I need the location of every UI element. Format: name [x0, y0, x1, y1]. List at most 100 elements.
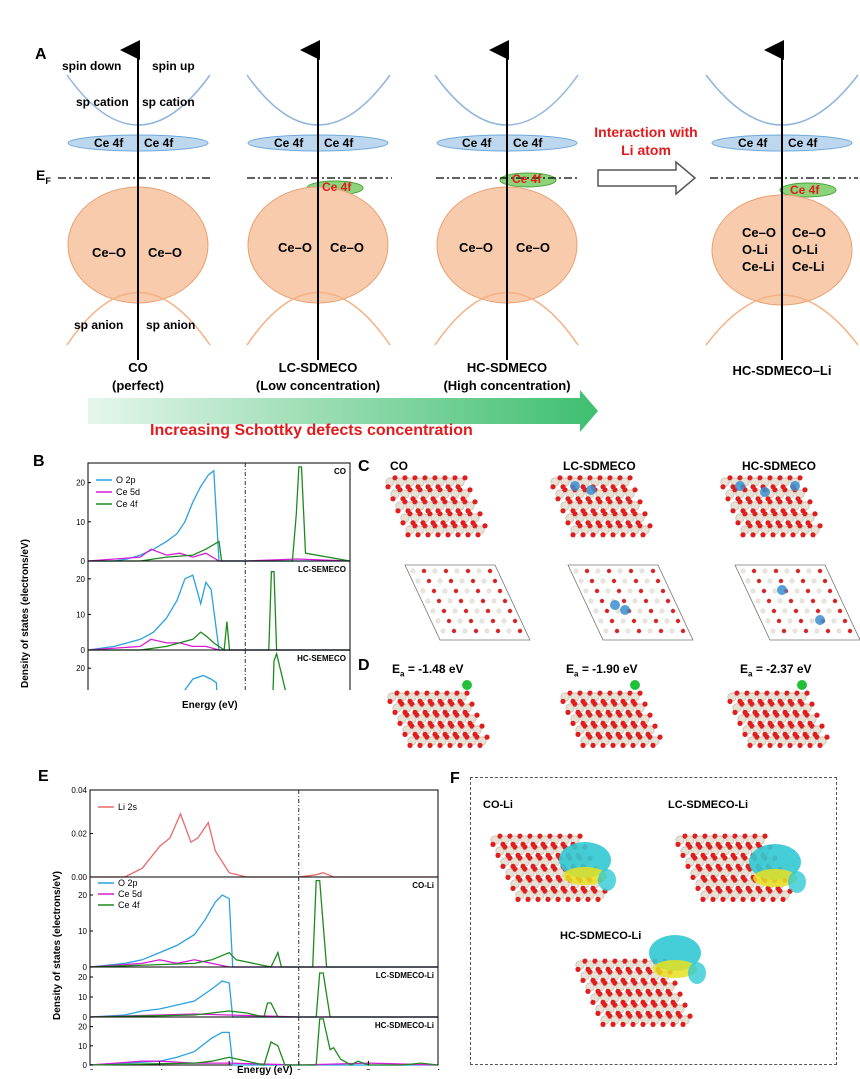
legend-label: O 2p — [118, 878, 138, 888]
lattice-atom — [420, 588, 426, 594]
lattice-atom — [502, 598, 508, 604]
o-atom — [652, 723, 658, 729]
o-atom — [592, 511, 598, 517]
o-atom — [770, 532, 776, 538]
o-atom — [500, 863, 506, 869]
o-atom — [422, 475, 428, 481]
o-atom — [742, 731, 748, 737]
o-atom — [432, 523, 438, 529]
lattice-atom — [781, 628, 787, 634]
o-atom — [732, 709, 738, 715]
lattice-atom — [453, 588, 459, 594]
ceo-right-label: Ce–O — [516, 240, 550, 255]
lattice-atom — [800, 578, 806, 584]
lattice-atom — [506, 628, 512, 634]
lattice-atom — [773, 568, 779, 574]
o-atom — [790, 532, 796, 538]
o-atom — [782, 487, 788, 493]
o-atom — [814, 712, 820, 718]
o-atom — [462, 475, 468, 481]
defect-site — [735, 481, 745, 491]
o-atom — [757, 742, 763, 748]
y-tick-label: 0 — [83, 1061, 88, 1070]
o-atom — [555, 496, 561, 502]
o-atom — [630, 532, 636, 538]
o-atom — [490, 841, 496, 847]
lattice-atom — [475, 588, 481, 594]
ceo-left-label: Ce–O — [459, 240, 493, 255]
column-title-co: CO — [128, 360, 148, 375]
dos-series-ce-4f — [89, 1018, 439, 1066]
unit-cell-outline — [404, 564, 531, 641]
lattice-atom — [762, 568, 768, 574]
ce4f-right-label: Ce 4f — [513, 136, 543, 150]
o-atom — [672, 980, 678, 986]
column-subtitle-lc: (Low concentration) — [255, 378, 381, 393]
subplot-label: HC-SEMECO — [297, 654, 346, 663]
o-atom — [700, 896, 706, 902]
lattice-atom — [611, 578, 617, 584]
o-atom — [607, 523, 613, 529]
o-atom — [472, 499, 478, 505]
lattice-atom — [614, 628, 620, 634]
o-atom — [777, 499, 783, 505]
structure-title: LC-SDMECO-Li — [668, 799, 749, 811]
o-atom — [720, 484, 726, 490]
lattice-atom — [803, 628, 809, 634]
x-axis-label: Energy (eV) — [237, 1065, 293, 1076]
o-atom — [787, 475, 793, 481]
o-atom — [730, 896, 736, 902]
o-atom — [762, 833, 768, 839]
o-atom — [442, 475, 448, 481]
charge-accumulation — [788, 871, 806, 893]
o-atom — [560, 508, 566, 514]
o-atom — [535, 896, 541, 902]
o-atom — [675, 841, 681, 847]
o-atom — [617, 499, 623, 505]
o-atom — [437, 487, 443, 493]
y-tick-label: 10 — [78, 993, 87, 1002]
x-tick-label: -6 — [86, 1068, 94, 1070]
o-atom — [595, 896, 601, 902]
lattice-atom — [633, 578, 639, 584]
o-atom — [752, 511, 758, 517]
y-tick-label: 10 — [78, 927, 87, 936]
o-atom — [612, 487, 618, 493]
o-atom — [637, 690, 643, 696]
lattice-atom — [787, 618, 793, 624]
lattice-atom — [799, 598, 805, 604]
o-atom — [640, 1021, 646, 1027]
y-tick-label: 20 — [76, 479, 85, 488]
o-atom — [807, 499, 813, 505]
o-atom — [817, 742, 823, 748]
o-atom — [477, 511, 483, 517]
o-atom — [432, 499, 438, 505]
lattice-atom — [474, 608, 480, 614]
lattice-atom — [659, 608, 665, 614]
lattice-atom — [620, 618, 626, 624]
structure-title: CO — [390, 459, 408, 473]
lattice-atom — [487, 568, 493, 574]
lattice-atom — [789, 578, 795, 584]
o-atom — [510, 885, 516, 891]
o-atom — [747, 742, 753, 748]
lattice-atom — [788, 598, 794, 604]
o-atom — [762, 511, 768, 517]
o-atom — [750, 896, 756, 902]
o-atom — [610, 1021, 616, 1027]
bond-label: Ce-Li — [742, 259, 775, 274]
energy-axis-arrows — [120, 40, 784, 360]
lattice-atom — [452, 608, 458, 614]
lattice-atom — [825, 628, 831, 634]
lattice-atom — [464, 588, 470, 594]
o-atom — [797, 499, 803, 505]
lattice-atom — [642, 618, 648, 624]
o-atom — [720, 896, 726, 902]
lattice-atom — [465, 568, 471, 574]
interaction-label-line2: Li atom — [621, 142, 671, 158]
o-atom — [402, 731, 408, 737]
o-atom — [587, 499, 593, 505]
subplot-frame — [89, 876, 439, 968]
o-atom — [747, 523, 753, 529]
